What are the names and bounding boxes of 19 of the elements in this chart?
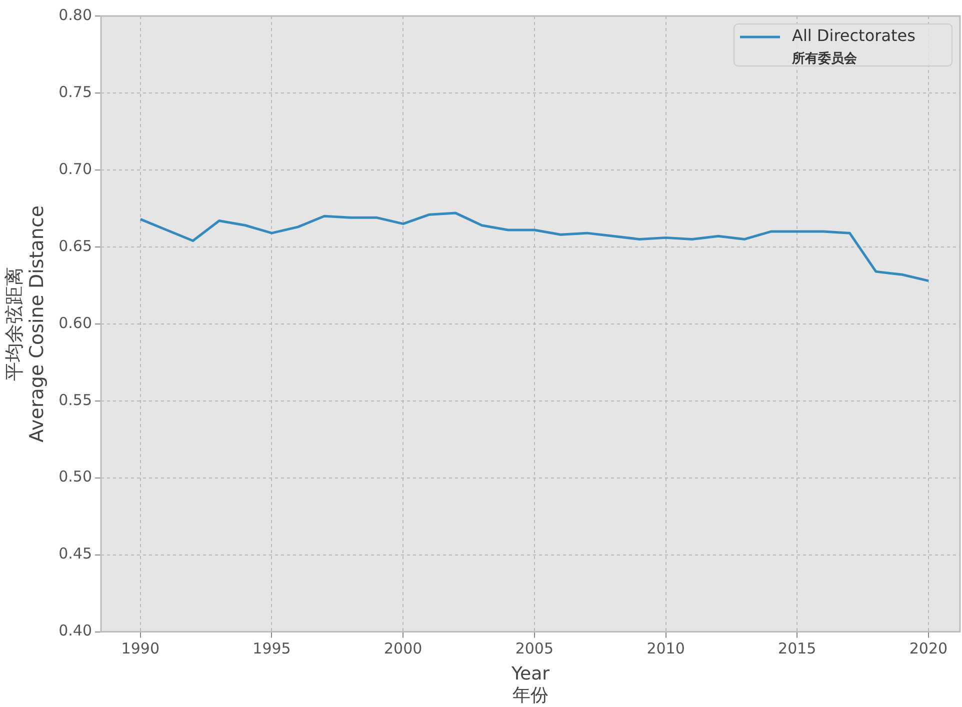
x-tick-label: 1995: [252, 640, 291, 658]
x-axis-title: Year 年份: [510, 663, 550, 706]
y-tick-label: 0.60: [58, 314, 92, 332]
legend-label: All Directorates 所有委员会: [791, 26, 916, 66]
x-tick-label: 2015: [778, 640, 816, 658]
x-tick-label: 2005: [515, 640, 554, 658]
y-tick-label: 0.75: [58, 82, 92, 101]
y-tick-label: 0.40: [58, 622, 92, 640]
y-tick-label: 0.80: [58, 6, 92, 24]
y-tick-label: 0.45: [58, 544, 92, 563]
y-axis-title: 平均余弦距离 Average Cosine Distance: [3, 205, 48, 442]
x-tick-label: 1990: [121, 640, 160, 658]
x-tick-label: 2020: [909, 640, 948, 658]
y-tick-label: 0.50: [58, 468, 92, 486]
y-tick-label: 0.55: [58, 390, 92, 409]
y-tick-label: 0.65: [58, 236, 92, 255]
x-tick-label: 2010: [646, 640, 685, 658]
y-tick-label: 0.70: [58, 160, 92, 178]
x-tick-label: 2000: [384, 640, 422, 658]
